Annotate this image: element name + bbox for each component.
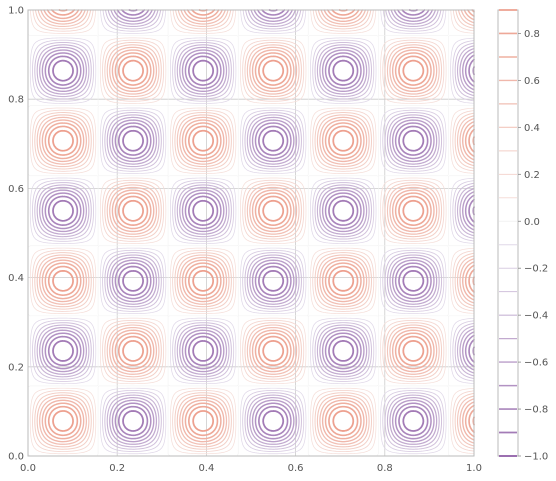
contour-level-neg0p2	[32, 9, 475, 452]
x-tick-label: 0.4	[198, 463, 214, 474]
y-tick-label: 0.8	[8, 95, 24, 106]
contour-level-0p1	[29, 9, 475, 455]
colorbar: 0.8 0.6 0.4 0.2 0.0 −0.2 −0.4 −0.6 −0.8 −1.0	[497, 9, 548, 463]
colorbar-tick-label: 0.2	[524, 170, 540, 181]
colorbar-frame	[497, 9, 519, 457]
y-axis-ticks: 0.0 0.2 0.4 0.6 0.8 1.0	[8, 6, 24, 463]
contour-level-0p4	[36, 9, 475, 448]
contour-level-neg0p4	[36, 9, 475, 448]
x-tick-label: 0.0	[20, 463, 36, 474]
plot-frame	[27, 9, 475, 457]
colorbar-tick-label: −1.0	[524, 452, 548, 463]
contour-level-neg0p9	[52, 9, 475, 432]
contour-level-neg0p5	[39, 9, 475, 445]
contour-level-0p2	[32, 9, 475, 452]
y-tick-label: 0.0	[8, 452, 24, 463]
contour-level-0p9	[52, 9, 475, 432]
x-axis-ticks: 0.0 0.2 0.4 0.6 0.8 1.0	[20, 463, 482, 474]
contour-level-neg0p3	[34, 9, 475, 450]
colorbar-tick-label: −0.8	[524, 405, 548, 416]
contour-level-0p6	[41, 9, 475, 443]
x-tick-label: 1.0	[466, 463, 482, 474]
y-tick-label: 0.6	[8, 184, 24, 195]
x-tick-label: 0.6	[288, 463, 304, 474]
contour-level-0p3	[34, 9, 475, 450]
contour-level-0	[27, 9, 475, 457]
contour-level-neg0p1	[29, 9, 475, 455]
y-tick-label: 0.4	[8, 273, 24, 284]
contour-level-neg0p6	[41, 9, 475, 443]
contour-level-0p5	[39, 9, 475, 445]
colorbar-tick-label: 0.8	[524, 29, 540, 40]
x-tick-label: 0.8	[377, 463, 393, 474]
colorbar-tick-label: 0.0	[524, 217, 540, 228]
colorbar-tick-label: −0.6	[524, 358, 548, 369]
colorbar-tick-label: −0.2	[524, 264, 548, 275]
y-tick-label: 0.2	[8, 362, 24, 373]
colorbar-tick-label: 0.6	[524, 76, 540, 87]
x-tick-label: 0.2	[109, 463, 125, 474]
contour-level-0p8	[47, 9, 475, 437]
colorbar-tick-label: 0.4	[524, 123, 540, 134]
contour-level-neg0p8	[47, 9, 475, 437]
contour-level-neg0p7	[44, 9, 475, 440]
y-tick-label: 1.0	[8, 6, 24, 17]
contour-level-0p7	[44, 9, 475, 440]
colorbar-tick-label: −0.4	[524, 311, 548, 322]
contour-layer	[27, 9, 475, 457]
